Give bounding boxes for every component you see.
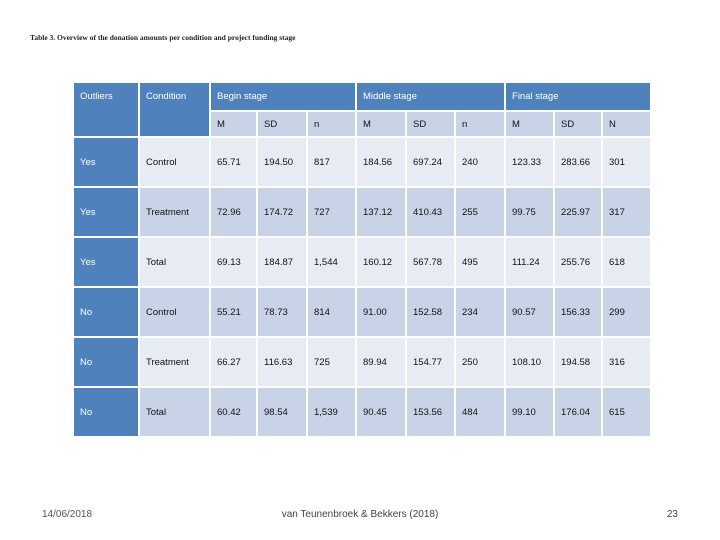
header-middle-stage: Middle stage bbox=[355, 81, 507, 112]
condition-cell: Control bbox=[138, 286, 211, 338]
value-cell: 299 bbox=[601, 286, 653, 338]
subheader-m: M bbox=[209, 110, 258, 138]
value-cell: 567.78 bbox=[405, 236, 457, 288]
header-final-stage: Final stage bbox=[504, 81, 653, 112]
subheader-sd: SD bbox=[256, 110, 308, 138]
outliers-cell: No bbox=[72, 336, 140, 388]
value-cell: 160.12 bbox=[355, 236, 408, 288]
outliers-cell: Yes bbox=[72, 136, 140, 188]
condition-cell: Total bbox=[138, 386, 211, 438]
header-row-groups: Outliers Condition Begin stage Middle st… bbox=[72, 81, 653, 138]
table-row: Yes Total 69.13 184.87 1,544 160.12 567.78 495 1… bbox=[72, 236, 653, 288]
value-cell: 152.58 bbox=[405, 286, 457, 338]
table-row: No Total 60.42 98.54 1,539 90.45 153.56 484 99.1… bbox=[72, 386, 653, 438]
table-caption: Table 3. Overview of the donation amount… bbox=[30, 33, 296, 42]
value-cell: 137.12 bbox=[355, 186, 408, 238]
value-cell: 727 bbox=[305, 186, 358, 238]
subheader-m: M bbox=[504, 110, 556, 138]
outliers-cell: Yes bbox=[72, 236, 140, 288]
header-condition: Condition bbox=[138, 81, 211, 138]
value-cell: 176.04 bbox=[553, 386, 604, 438]
value-cell: 250 bbox=[454, 336, 507, 388]
value-cell: 234 bbox=[454, 286, 507, 338]
value-cell: 66.27 bbox=[209, 336, 258, 388]
subheader-n: n bbox=[305, 110, 358, 138]
page-number: 23 bbox=[666, 509, 678, 520]
condition-cell: Treatment bbox=[138, 336, 211, 388]
value-cell: 316 bbox=[601, 336, 653, 388]
value-cell: 194.50 bbox=[256, 136, 308, 188]
value-cell: 99.10 bbox=[504, 386, 556, 438]
footer-date: 14/06/2018 bbox=[42, 509, 93, 520]
value-cell: 225.97 bbox=[553, 186, 604, 238]
value-cell: 60.42 bbox=[209, 386, 258, 438]
value-cell: 153.56 bbox=[405, 386, 457, 438]
subheader-sd: SD bbox=[553, 110, 604, 138]
value-cell: 98.54 bbox=[256, 386, 308, 438]
header-outliers: Outliers bbox=[72, 81, 140, 138]
value-cell: 255.76 bbox=[553, 236, 604, 288]
value-cell: 108.10 bbox=[504, 336, 556, 388]
value-cell: 116.63 bbox=[256, 336, 308, 388]
subheader-m: M bbox=[355, 110, 408, 138]
value-cell: 154.77 bbox=[405, 336, 457, 388]
value-cell: 240 bbox=[454, 136, 507, 188]
header-begin-stage: Begin stage bbox=[208, 81, 358, 112]
value-cell: 91.00 bbox=[355, 286, 408, 338]
value-cell: 817 bbox=[305, 136, 358, 188]
value-cell: 78.73 bbox=[256, 286, 308, 338]
value-cell: 90.57 bbox=[504, 286, 556, 338]
value-cell: 72.96 bbox=[209, 186, 258, 238]
value-cell: 255 bbox=[454, 186, 507, 238]
value-cell: 301 bbox=[601, 136, 653, 188]
value-cell: 69.13 bbox=[209, 236, 258, 288]
outliers-cell: Yes bbox=[72, 186, 140, 238]
subheader-n: n bbox=[454, 110, 507, 138]
outliers-cell: No bbox=[72, 386, 140, 438]
value-cell: 495 bbox=[454, 236, 507, 288]
value-cell: 156.33 bbox=[553, 286, 604, 338]
value-cell: 111.24 bbox=[504, 236, 556, 288]
value-cell: 615 bbox=[601, 386, 653, 438]
value-cell: 99.75 bbox=[504, 186, 556, 238]
value-cell: 174.72 bbox=[256, 186, 308, 238]
table-row: Yes Treatment 72.96 174.72 727 137.12 410.43 25… bbox=[72, 186, 653, 238]
value-cell: 618 bbox=[601, 236, 653, 288]
value-cell: 184.87 bbox=[256, 236, 308, 288]
value-cell: 194.58 bbox=[553, 336, 604, 388]
condition-cell: Total bbox=[138, 236, 211, 288]
subheader-n-total: N bbox=[601, 110, 653, 138]
outliers-cell: No bbox=[72, 286, 140, 338]
value-cell: 697.24 bbox=[405, 136, 457, 188]
footer-authors: van Teunenbroek & Bekkers (2018) bbox=[281, 509, 439, 520]
value-cell: 1,544 bbox=[305, 236, 358, 288]
value-cell: 814 bbox=[305, 286, 358, 338]
table-row: No Control 55.21 78.73 814 91.00 152.58 234 90.5… bbox=[72, 286, 653, 338]
table-row: No Treatment 66.27 116.63 725 89.94 154.77 250 1… bbox=[72, 336, 653, 388]
header-row-stats: M SD n M SD n M SD N bbox=[73, 110, 653, 138]
value-cell: 484 bbox=[454, 386, 507, 438]
subheader-sd: SD bbox=[405, 110, 457, 138]
value-cell: 283.66 bbox=[553, 136, 604, 188]
value-cell: 1,539 bbox=[305, 386, 358, 438]
condition-cell: Treatment bbox=[138, 186, 211, 238]
value-cell: 90.45 bbox=[355, 386, 408, 438]
value-cell: 410.43 bbox=[405, 186, 457, 238]
value-cell: 123.33 bbox=[504, 136, 556, 188]
value-cell: 317 bbox=[601, 186, 653, 238]
value-cell: 55.21 bbox=[209, 286, 258, 338]
condition-cell: Control bbox=[138, 136, 211, 188]
table-row: Yes Control 65.71 194.50 817 184.56 697.24 240 1… bbox=[72, 136, 653, 188]
value-cell: 89.94 bbox=[355, 336, 408, 388]
donation-table: Outliers Condition Begin stage Middle st… bbox=[72, 81, 653, 438]
value-cell: 725 bbox=[305, 336, 358, 388]
value-cell: 65.71 bbox=[209, 136, 258, 188]
value-cell: 184.56 bbox=[355, 136, 408, 188]
